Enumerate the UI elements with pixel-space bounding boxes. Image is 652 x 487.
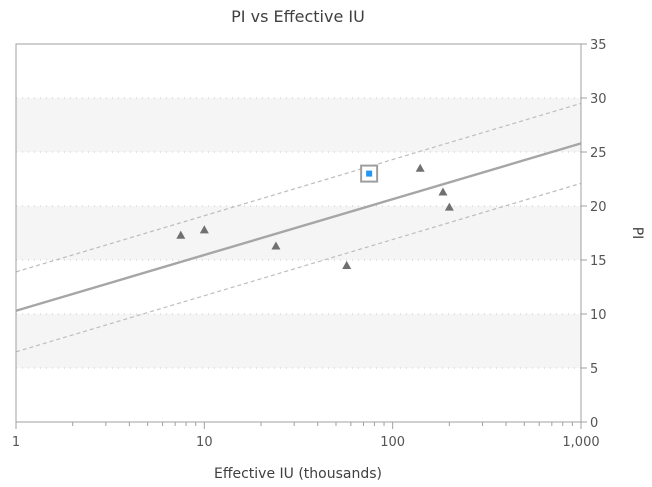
plot-frame [15,43,582,423]
triangle-marker [199,225,209,234]
regression-lines [15,102,582,353]
y-tick-label: 0 [590,416,598,431]
y-tick-label: 30 [590,92,607,107]
data-points [176,163,454,269]
shade-band [16,98,581,152]
gridlines [16,97,581,369]
y-tick-label: 25 [590,146,607,161]
y-axis-ticks: 0 5 10 15 20 25 30 35 [581,38,607,431]
regression-line [15,142,582,312]
x-tick-label: 1 [12,435,20,450]
shade-band [16,314,581,368]
x-tick-label: 10 [196,435,213,450]
y-tick-label: 20 [590,200,607,215]
y-axis-label: PI [629,227,645,240]
x-tick-label: 1,000 [562,435,599,450]
shade-band [16,206,581,260]
chart-title: PI vs Effective IU [231,7,365,26]
x-tick-label: 100 [380,435,405,450]
y-tick-label: 5 [590,362,598,377]
triangle-marker [415,163,425,172]
triangle-marker [342,260,352,269]
y-tick-label: 10 [590,308,607,323]
x-axis-ticks: 1 10 100 1,000 [12,422,600,450]
x-axis-label: Effective IU (thousands) [214,466,382,482]
triangle-marker [176,230,186,239]
triangle-marker [271,241,281,250]
lower-confidence-line [15,182,582,353]
y-tick-label: 35 [590,38,607,53]
triangle-marker [438,187,448,196]
y-tick-label: 15 [590,254,607,269]
square-marker [366,170,373,177]
upper-confidence-line [15,102,582,273]
highlighted-point [360,164,379,183]
triangle-marker [444,202,454,211]
alternating-bands [16,98,581,368]
